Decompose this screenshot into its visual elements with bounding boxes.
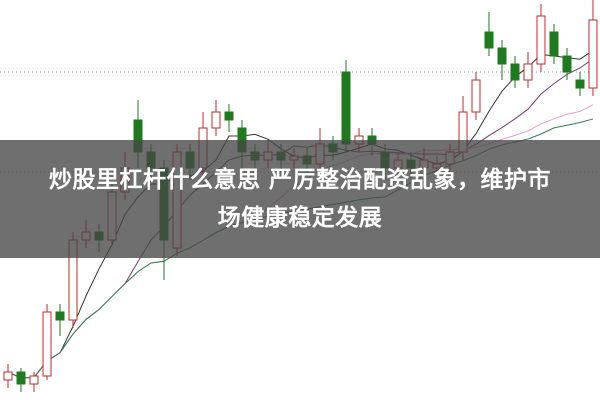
candle-down [510, 63, 520, 81]
candle-down [497, 47, 507, 65]
candle-up [471, 79, 481, 113]
candle-up [29, 375, 39, 385]
candle-up [3, 371, 13, 381]
candle-up [536, 15, 546, 65]
candle-down [16, 371, 26, 385]
candle-down [562, 55, 572, 73]
headline-line-2: 场健康稳定发展 [217, 205, 383, 231]
candle-down [55, 311, 65, 321]
candle-up [42, 311, 52, 377]
candle-up [211, 111, 221, 129]
candle-down [575, 79, 585, 89]
candle-down [341, 71, 351, 145]
candle-down [224, 111, 234, 121]
candle-down [484, 31, 494, 49]
headline-line-1: 炒股里杠杆什么意思 严厉整治配资乱象，维护市 [48, 167, 551, 193]
candle-down [549, 31, 559, 57]
candle-up [588, 19, 598, 89]
candle-up [523, 63, 533, 81]
headline-overlay: 炒股里杠杆什么意思 严厉整治配资乱象，维护市 场健康稳定发展 [0, 140, 600, 258]
